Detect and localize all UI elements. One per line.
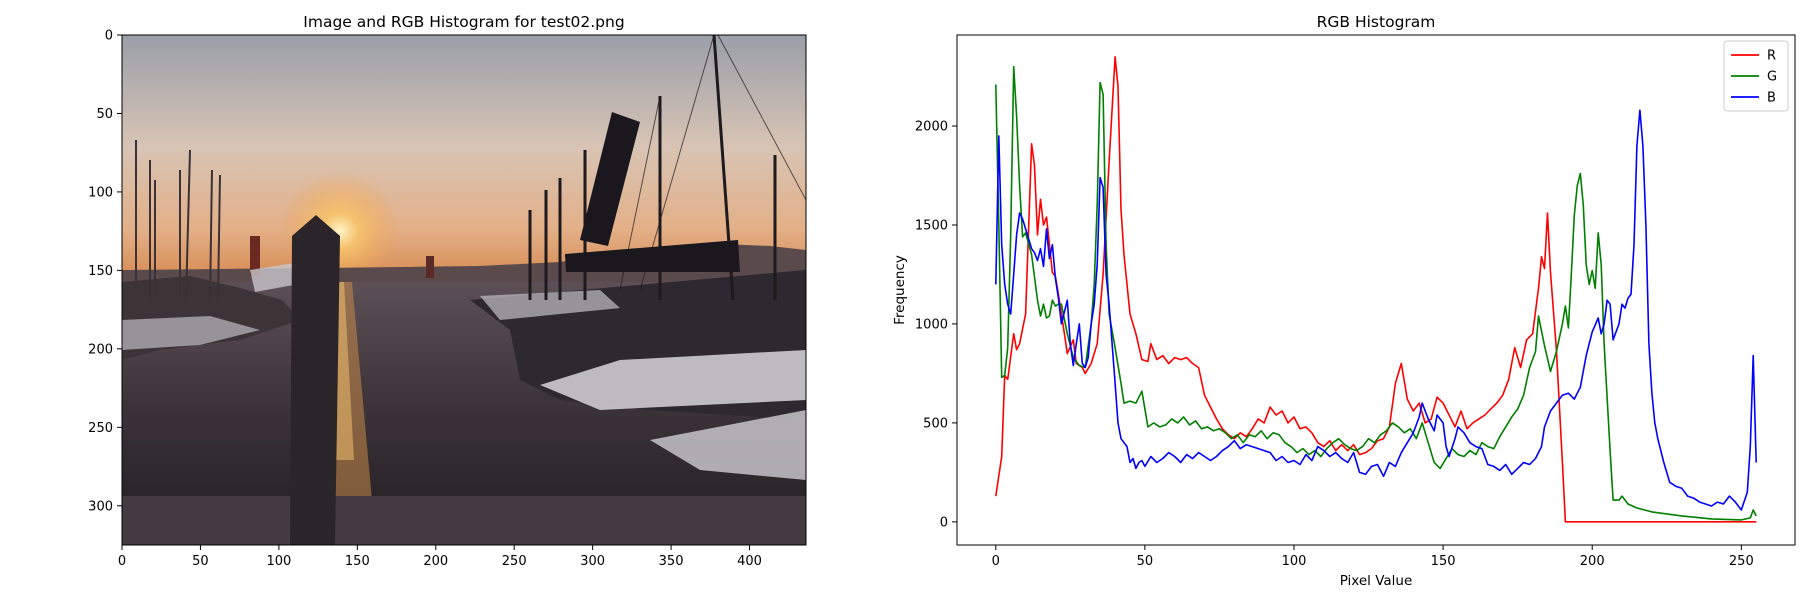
histogram-y-tick-label: 2000 [915, 120, 948, 135]
series-line-r [995, 56, 1757, 523]
image-y-tick-label: 0 [105, 29, 113, 44]
histogram-x-axis: 0 50 100 150 200 250 [992, 545, 1754, 569]
legend: RGB [1723, 40, 1789, 112]
legend-label-r: R [1767, 49, 1776, 64]
image-x-axis: 0 50 100 150 200 250 300 350 400 [118, 545, 762, 569]
image-y-tick-label: 250 [88, 421, 113, 436]
image-x-tick-label: 150 [345, 554, 370, 569]
image-x-tick-label: 0 [118, 554, 126, 569]
image-title: Image and RGB Histogram for test02.png [303, 13, 624, 31]
histogram-y-tick-label: 1000 [915, 317, 948, 332]
image-x-tick-label: 100 [266, 554, 291, 569]
histogram-x-tick-label: 50 [1137, 554, 1154, 569]
photo [122, 35, 806, 545]
image-x-tick-label: 250 [502, 554, 527, 569]
image-x-tick-label: 350 [659, 554, 684, 569]
x-axis-label: Pixel Value [1340, 573, 1413, 589]
legend-label-b: B [1767, 91, 1776, 106]
histogram-axes-frame [956, 34, 1796, 546]
histogram-x-tick-label: 200 [1580, 554, 1605, 569]
image-y-tick-label: 150 [88, 264, 113, 279]
histogram-series [995, 56, 1757, 523]
image-x-tick-label: 200 [423, 554, 448, 569]
image-x-tick-label: 50 [192, 554, 209, 569]
histogram-x-tick-label: 250 [1729, 554, 1754, 569]
image-y-axis: 0 50 100 150 200 250 300 [88, 29, 122, 514]
series-line-b [995, 109, 1757, 511]
legend-label-g: G [1767, 70, 1777, 85]
histogram-x-tick-label: 150 [1431, 554, 1456, 569]
y-axis-label: Frequency [892, 255, 908, 325]
histogram-y-axis: 0 500 1000 1500 2000 [915, 120, 957, 530]
histogram-x-tick-label: 100 [1282, 554, 1307, 569]
image-axes-frame [121, 34, 807, 546]
image-y-tick-label: 200 [88, 342, 113, 357]
histogram-x-tick-label: 0 [992, 554, 1000, 569]
image-y-tick-label: 300 [88, 499, 113, 514]
image-x-tick-label: 300 [580, 554, 605, 569]
image-y-tick-label: 50 [96, 107, 113, 122]
image-y-tick-label: 100 [88, 185, 113, 200]
image-x-tick-label: 400 [737, 554, 762, 569]
histogram-y-tick-label: 0 [940, 515, 948, 530]
series-line-g [995, 65, 1757, 521]
histogram-y-tick-label: 1500 [915, 218, 948, 233]
histogram-y-tick-label: 500 [923, 416, 948, 431]
histogram-title: RGB Histogram [1317, 13, 1436, 31]
